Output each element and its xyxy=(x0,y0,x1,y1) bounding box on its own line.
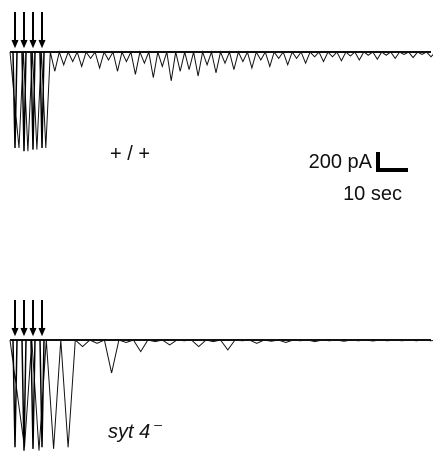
current-trace-syt4 xyxy=(9,338,433,451)
panel-syt4-knockout: syt 4– xyxy=(9,300,433,451)
stimulus-artifact xyxy=(12,339,18,448)
genotype-label-syt4: syt 4– xyxy=(108,416,162,443)
stimulus-arrow xyxy=(20,12,28,49)
scale-bar-lines xyxy=(376,152,408,172)
stimulus-artifact xyxy=(39,51,45,149)
stimulus-arrows xyxy=(11,12,46,49)
stimulus-artifact xyxy=(21,339,27,451)
stimulus-arrow xyxy=(38,300,46,337)
stimulus-artifact xyxy=(21,51,27,152)
stimulus-arrows xyxy=(11,300,46,337)
stimulus-artifact xyxy=(39,339,45,448)
stimulus-artifact xyxy=(12,51,18,149)
genotype-label-wildtype: + / + xyxy=(110,143,150,165)
stimulus-arrow xyxy=(38,12,46,49)
stimulus-arrow xyxy=(29,300,37,337)
scale-bar-current-label: 200 pA xyxy=(309,151,373,173)
stimulus-artifacts xyxy=(10,51,431,152)
current-trace-wildtype xyxy=(9,50,433,152)
stimulus-artifacts xyxy=(10,339,431,451)
scale-bar-time-label: 10 sec xyxy=(343,183,402,205)
genotype-superscript: – xyxy=(153,416,162,432)
genotype-name: syt 4 xyxy=(108,421,150,443)
stimulus-arrow xyxy=(20,300,28,337)
panel-wildtype: + / + 200 pA 10 sec xyxy=(9,12,433,205)
scale-bar: 200 pA 10 sec xyxy=(309,151,408,205)
stimulus-arrow xyxy=(29,12,37,49)
stimulus-artifact xyxy=(30,51,36,150)
stimulus-arrow xyxy=(11,300,19,337)
stimulus-artifact xyxy=(30,339,36,449)
stimulus-arrow xyxy=(11,12,19,49)
